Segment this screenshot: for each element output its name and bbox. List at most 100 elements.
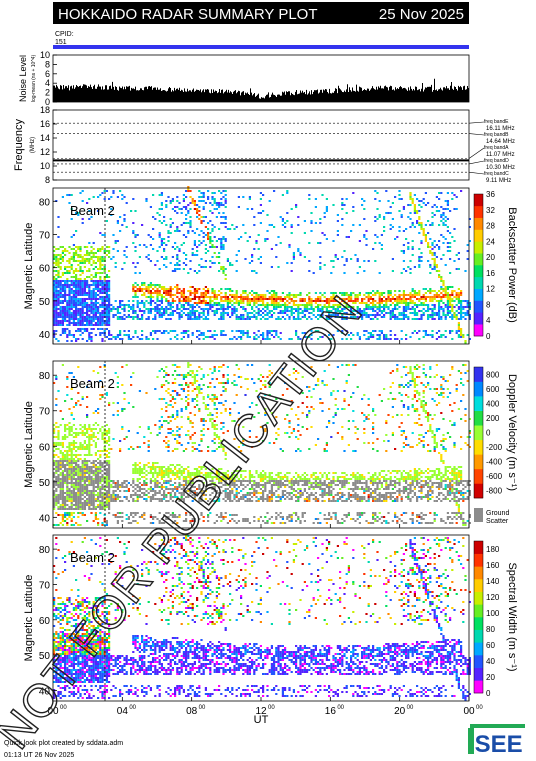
heatmap-cell [158, 290, 161, 292]
heatmap-cell [75, 462, 78, 464]
heatmap-cell [53, 332, 56, 334]
heatmap-cell [90, 500, 93, 502]
heatmap-cell [108, 304, 111, 306]
heatmap-cell [94, 444, 97, 446]
heatmap-cell [367, 292, 370, 294]
heatmap-cell [66, 522, 69, 524]
heatmap-cell [438, 312, 441, 314]
heatmap-cell [413, 302, 416, 304]
heatmap-cell [108, 318, 111, 320]
heatmap-cell [101, 310, 104, 312]
heatmap-cell [187, 204, 190, 206]
heatmap-cell [358, 308, 361, 310]
heatmap-cell [57, 312, 60, 314]
heatmap-cell [242, 316, 245, 318]
heatmap-cell [240, 332, 243, 334]
heatmap-cell [66, 266, 69, 268]
heatmap-cell [70, 284, 73, 286]
heatmap-cell [105, 498, 108, 500]
heatmap-cell [433, 252, 436, 254]
heatmap-cell [90, 462, 93, 464]
heatmap-cell [55, 480, 58, 482]
heatmap-cell [97, 518, 100, 520]
heatmap-cell [310, 302, 313, 304]
heatmap-cell [132, 230, 135, 232]
heatmap-cell [455, 304, 458, 306]
heatmap-cell [125, 256, 128, 258]
heatmap-cell [220, 332, 223, 334]
heatmap-cell [288, 306, 291, 308]
heatmap-cell [229, 302, 232, 304]
heatmap-cell [134, 332, 137, 334]
heatmap-cell [389, 316, 392, 318]
heatmap-cell [365, 302, 368, 304]
heatmap-cell [94, 318, 97, 320]
heatmap-cell [75, 260, 78, 262]
heatmap-cell [257, 304, 260, 306]
heatmap-cell [306, 304, 309, 306]
heatmap-cell [286, 190, 289, 192]
heatmap-cell [242, 292, 245, 294]
heatmap-cell [99, 398, 102, 400]
heatmap-cell [64, 468, 67, 470]
heatmap-cell [55, 290, 58, 292]
heatmap-cell [220, 314, 223, 316]
heatmap-cell [427, 290, 430, 292]
heatmap-cell [103, 282, 106, 284]
heatmap-cell [108, 430, 111, 432]
heatmap-cell [70, 452, 73, 454]
heatmap-cell [411, 246, 414, 248]
heatmap-cell [59, 288, 62, 290]
heatmap-cell [68, 258, 71, 260]
heatmap-cell [68, 318, 71, 320]
heatmap-cell [81, 284, 84, 286]
heatmap-cell [394, 306, 397, 308]
heatmap-cell [136, 470, 139, 472]
heatmap-cell [411, 200, 414, 202]
heatmap-cell [457, 322, 460, 324]
heatmap-cell [57, 296, 60, 298]
heatmap-cell [174, 294, 177, 296]
heatmap-cell [207, 292, 210, 294]
heatmap-cell [299, 294, 302, 296]
heatmap-cell [138, 482, 141, 484]
heatmap-cell [83, 428, 86, 430]
heatmap-cell [61, 442, 64, 444]
heatmap-cell [116, 498, 119, 500]
heatmap-cell [429, 246, 432, 248]
heatmap-cell [457, 334, 460, 336]
heatmap-cell [72, 512, 75, 514]
heatmap-cell [72, 462, 75, 464]
heatmap-cell [75, 270, 78, 272]
heatmap-cell [240, 294, 243, 296]
heatmap-cell [70, 450, 73, 452]
heatmap-cell [389, 298, 392, 300]
heatmap-cell [451, 304, 454, 306]
heatmap-cell [259, 192, 262, 194]
heatmap-cell [209, 330, 212, 332]
heatmap-cell [81, 488, 84, 490]
heatmap-cell [180, 292, 183, 294]
heatmap-cell [220, 240, 223, 242]
header-bar [53, 2, 469, 24]
heatmap-cell [61, 320, 64, 322]
heatmap-cell [220, 266, 223, 268]
heatmap-cell [343, 298, 346, 300]
heatmap-cell [105, 316, 108, 318]
heatmap-cell [420, 228, 423, 230]
heatmap-cell [105, 424, 108, 426]
heatmap-cell [255, 294, 258, 296]
heatmap-cell [215, 208, 218, 210]
heatmap-cell [435, 338, 438, 340]
heatmap-cell [138, 466, 141, 468]
heatmap-cell [83, 466, 86, 468]
heatmap-cell [75, 450, 78, 452]
heatmap-cell [427, 304, 430, 306]
heatmap-cell [108, 432, 111, 434]
heatmap-cell [75, 472, 78, 474]
heatmap-cell [332, 334, 335, 336]
heatmap-cell [435, 206, 438, 208]
heatmap-cell [68, 426, 71, 428]
heatmap-cell [94, 298, 97, 300]
heatmap-cell [154, 306, 157, 308]
